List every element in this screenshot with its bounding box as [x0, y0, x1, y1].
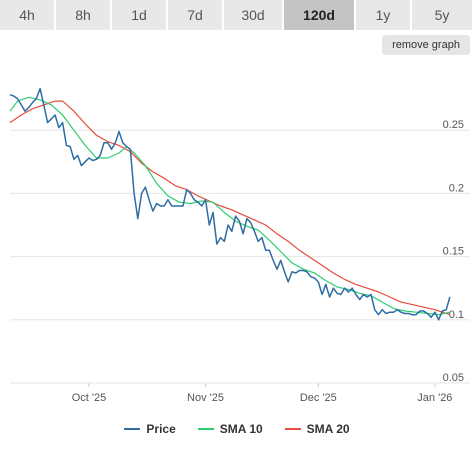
tab-120d[interactable]: 120d: [284, 0, 356, 30]
legend-label: SMA 20: [306, 422, 350, 436]
x-tick-label: Nov '25: [187, 392, 224, 404]
price-chart: 0.25 0.2 0.15 0.1 0.05 Oct '25 Nov '25 Dec '25…: [9, 87, 470, 404]
series-lines: [9, 87, 451, 321]
tab-8h[interactable]: 8h: [56, 0, 112, 30]
timeframe-tabs: 4h 8h 1d 7d 30d 120d 1y 5y: [0, 0, 474, 30]
x-tick-label: Jan '26: [417, 392, 452, 404]
series-line-price: [9, 87, 451, 321]
series-line-sma-20: [9, 100, 451, 316]
legend-item-price[interactable]: Price: [124, 422, 176, 436]
remove-graph-button[interactable]: remove graph: [382, 35, 470, 55]
y-tick-label: 0.15: [443, 246, 464, 258]
legend-label: SMA 10: [219, 422, 263, 436]
legend-label: Price: [146, 422, 176, 436]
y-axis-ticks: 0.25 0.2 0.15 0.1 0.05: [443, 119, 464, 384]
tab-1y[interactable]: 1y: [356, 0, 412, 30]
legend-swatch-icon: [197, 428, 214, 430]
y-tick-label: 0.05: [443, 372, 464, 384]
legend-swatch-icon: [284, 428, 301, 430]
chart-legend: Price SMA 10 SMA 20: [0, 420, 474, 438]
legend-item-sma-10[interactable]: SMA 10: [197, 422, 263, 436]
series-line-sma-10: [9, 96, 451, 316]
legend-swatch-icon: [124, 428, 141, 430]
y-tick-label: 0.1: [449, 309, 464, 321]
grid-lines: [10, 129, 470, 384]
tab-7d[interactable]: 7d: [168, 0, 224, 30]
tab-30d[interactable]: 30d: [224, 0, 284, 30]
tab-5y[interactable]: 5y: [412, 0, 474, 30]
x-tick-label: Dec '25: [300, 392, 337, 404]
y-tick-label: 0.2: [449, 182, 464, 194]
tab-4h[interactable]: 4h: [0, 0, 56, 30]
y-tick-label: 0.25: [443, 119, 464, 131]
legend-item-sma-20[interactable]: SMA 20: [284, 422, 350, 436]
x-tick-label: Oct '25: [72, 392, 107, 404]
x-axis-ticks: Oct '25 Nov '25 Dec '25 Jan '26: [72, 383, 452, 404]
tab-1d[interactable]: 1d: [112, 0, 168, 30]
